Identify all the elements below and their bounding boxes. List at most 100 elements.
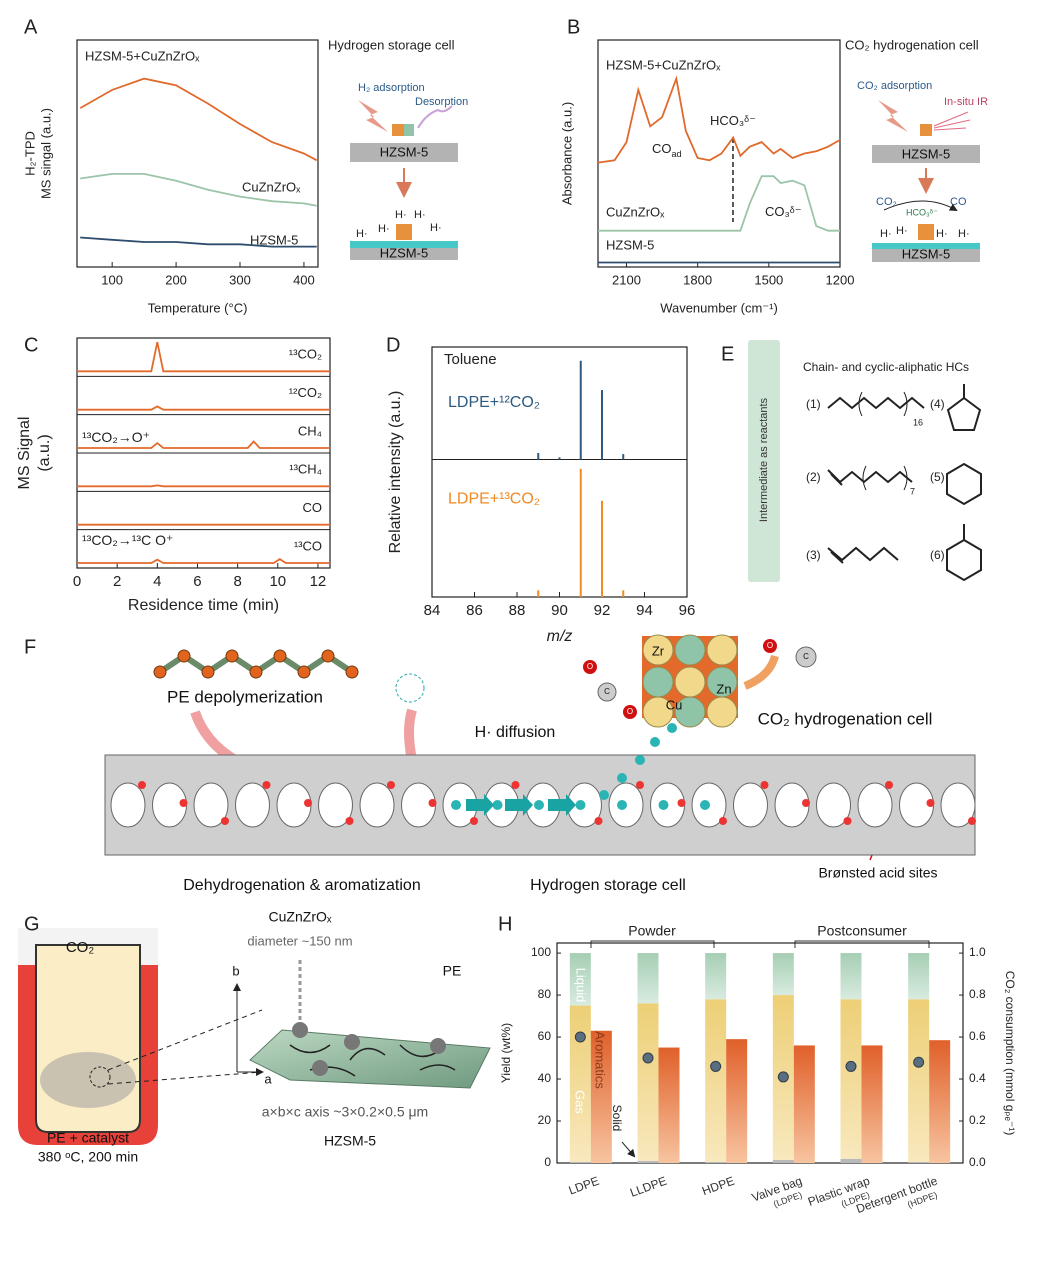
diagram-label: HZSM-5 bbox=[902, 246, 950, 261]
y-tick-label: 0 bbox=[544, 1155, 551, 1169]
bar-segment bbox=[840, 999, 862, 1159]
x-tick-label: 96 bbox=[679, 602, 696, 619]
line-series bbox=[79, 77, 318, 162]
pore bbox=[733, 782, 768, 828]
bar-segment bbox=[705, 953, 727, 1000]
annotation: ¹³CO₂→¹³C O⁺ bbox=[82, 532, 173, 548]
annotation: HCO₃ᵟ⁻ bbox=[710, 113, 756, 128]
series-label: CuZnZrOₓ bbox=[606, 204, 665, 219]
y2-tick-label: 0.2 bbox=[969, 1113, 986, 1127]
y-axis-label: MS Signal bbox=[16, 417, 33, 490]
acid-site bbox=[262, 781, 271, 789]
hydrogen bbox=[658, 800, 669, 810]
bar-segment bbox=[569, 953, 591, 1006]
x-tick-label: HDPE bbox=[700, 1174, 736, 1199]
point bbox=[913, 1056, 925, 1068]
point bbox=[777, 1071, 789, 1083]
line-series bbox=[77, 440, 330, 449]
acid-site bbox=[221, 817, 229, 825]
pore bbox=[318, 782, 353, 828]
x-tick-label: 1500 bbox=[754, 272, 783, 287]
y-axis-label: H₂-TPD bbox=[22, 131, 37, 176]
flow-arrow bbox=[548, 794, 576, 816]
diagram-label: H· bbox=[958, 228, 970, 240]
x-tick-label: 8 bbox=[233, 573, 241, 590]
x-tick-label: 1800 bbox=[683, 272, 712, 287]
annotation: ¹³CO₂→O⁺ bbox=[82, 429, 150, 445]
x-tick-label: 200 bbox=[165, 272, 187, 287]
diagram-label: b bbox=[232, 963, 239, 978]
y2-tick-label: 0.4 bbox=[969, 1071, 986, 1085]
diagram-label: In-situ IR bbox=[944, 96, 988, 108]
acid-site bbox=[760, 781, 769, 789]
hydrogen bbox=[534, 800, 544, 810]
diagram-label: PE depolymerization bbox=[167, 687, 323, 706]
diagram-label: H· bbox=[395, 209, 407, 221]
series-label: HZSM-5+CuZnZrOₓ bbox=[606, 57, 721, 72]
bar-segment bbox=[705, 999, 727, 1162]
x-tick-label: 88 bbox=[509, 602, 526, 619]
bar-segment bbox=[726, 1039, 748, 1163]
diagram-label: CO₂ bbox=[66, 939, 95, 956]
y-axis-label: MS singal (a.u.) bbox=[38, 108, 53, 199]
y-tick-label: 40 bbox=[538, 1071, 552, 1085]
diagram-label: a×b×c axis ~3×0.2×0.5 μm bbox=[262, 1104, 428, 1120]
acid-site bbox=[138, 781, 146, 789]
plot-frame bbox=[556, 942, 964, 1164]
series-label: HZSM-5 bbox=[606, 237, 654, 252]
series-label: LDPE+¹²CO₂ bbox=[448, 394, 540, 411]
bar-segment bbox=[929, 1040, 951, 1163]
diagram-label: H· bbox=[356, 228, 368, 240]
bar-segment bbox=[840, 953, 862, 1000]
diagram-label: Desorption bbox=[415, 96, 468, 108]
diagram-label: (3) bbox=[806, 548, 821, 562]
diagram-label: Dehydrogenation & aromatization bbox=[183, 877, 420, 894]
diagram-label: Intermediate as reactants bbox=[758, 397, 770, 522]
diagram-label: diameter ~150 nm bbox=[247, 933, 352, 948]
diagram-label: Chain- and cyclic-aliphatic HCs bbox=[803, 360, 969, 374]
pore bbox=[235, 782, 270, 828]
diagram-label: CO₂ hydrogenation cell bbox=[845, 37, 979, 52]
series-label: CO bbox=[303, 500, 323, 515]
panel-label: C bbox=[24, 334, 38, 356]
line-series bbox=[597, 75, 841, 164]
diagram-label: O bbox=[587, 662, 593, 671]
x-tick-label: LLDPE bbox=[628, 1174, 669, 1200]
label-part: ¹³CO₂→¹³C O⁺ bbox=[82, 532, 173, 548]
bar-segment bbox=[908, 953, 930, 1000]
diagram-label: CO bbox=[950, 196, 967, 208]
line-series bbox=[80, 173, 317, 207]
bar-segment bbox=[840, 1158, 862, 1163]
pore bbox=[940, 782, 976, 828]
label-part: HCO₃ᵟ⁻ bbox=[710, 113, 756, 128]
acid-site bbox=[511, 781, 520, 789]
diagram-label: (2) bbox=[806, 470, 821, 484]
acid-site bbox=[179, 799, 188, 807]
bar-segment bbox=[705, 1161, 727, 1163]
x-tick-label: 94 bbox=[636, 602, 653, 619]
x-tick-label: 84 bbox=[424, 602, 441, 619]
diagram-label: O bbox=[627, 707, 633, 716]
acid-site bbox=[677, 799, 686, 807]
y-axis-label: (a.u.) bbox=[36, 434, 53, 471]
hydrogen bbox=[700, 800, 710, 810]
diagram-label: HZSM-5 bbox=[380, 144, 428, 159]
acid-site bbox=[719, 817, 727, 825]
diagram-label: PE bbox=[443, 963, 462, 979]
pore bbox=[359, 782, 395, 828]
bar-segment bbox=[772, 953, 794, 996]
diagram-label: H₂ adsorption bbox=[358, 82, 425, 94]
series-label: CuZnZrOₓ bbox=[242, 179, 301, 194]
diagram-label: H· diffusion bbox=[475, 724, 556, 741]
x-tick-label: 92 bbox=[594, 602, 611, 619]
label-part: ¹³CO₂→O⁺ bbox=[82, 429, 150, 445]
label-part: Toluene bbox=[444, 351, 497, 368]
x-axis-label: Temperature (°C) bbox=[148, 300, 248, 315]
diagram-label: H· bbox=[430, 222, 442, 234]
series-label: Liquid bbox=[574, 968, 589, 1003]
diagram-label: CuZnZrOₓ bbox=[269, 909, 332, 925]
diagram-label: Brønsted acid sites bbox=[818, 865, 937, 881]
y2-tick-label: 1.0 bbox=[969, 945, 986, 959]
bar-segment bbox=[861, 1045, 883, 1163]
diagram-label: C bbox=[604, 687, 610, 696]
